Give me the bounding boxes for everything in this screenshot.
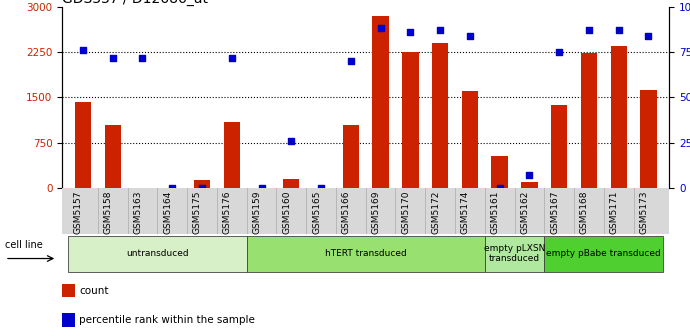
Point <box>464 33 475 38</box>
Point <box>226 55 237 60</box>
Point <box>345 58 356 64</box>
Point <box>197 185 208 191</box>
Bar <box>68 236 246 272</box>
Text: count: count <box>79 286 109 296</box>
Text: GSM5168: GSM5168 <box>580 191 589 234</box>
Bar <box>343 125 359 188</box>
Point <box>315 185 326 191</box>
Bar <box>640 90 657 188</box>
Point <box>167 185 178 191</box>
Bar <box>581 53 597 188</box>
Point <box>107 55 118 60</box>
Point <box>524 173 535 178</box>
Bar <box>373 16 388 188</box>
Text: GSM5171: GSM5171 <box>610 191 619 234</box>
Text: GSM5163: GSM5163 <box>133 191 142 234</box>
Point <box>643 33 654 38</box>
Text: percentile rank within the sample: percentile rank within the sample <box>79 316 255 326</box>
Bar <box>246 236 485 272</box>
Text: untransduced: untransduced <box>126 249 188 258</box>
Point <box>286 138 297 144</box>
Point <box>77 48 88 53</box>
Bar <box>544 236 663 272</box>
Text: GSM5173: GSM5173 <box>640 191 649 234</box>
Text: GSM5158: GSM5158 <box>104 191 112 234</box>
Bar <box>75 102 91 188</box>
Point <box>584 28 595 33</box>
Text: GSM5167: GSM5167 <box>550 191 559 234</box>
Bar <box>551 105 567 188</box>
Text: hTERT transduced: hTERT transduced <box>325 249 406 258</box>
Point <box>256 185 267 191</box>
Text: empty pLXSN
transduced: empty pLXSN transduced <box>484 244 545 263</box>
Bar <box>62 284 75 297</box>
Text: GSM5176: GSM5176 <box>223 191 232 234</box>
Point <box>494 185 505 191</box>
Bar <box>432 43 448 188</box>
Text: GDS337 / D12686_at: GDS337 / D12686_at <box>62 0 208 6</box>
Bar <box>491 156 508 188</box>
Bar <box>194 180 210 188</box>
Text: empty pBabe transduced: empty pBabe transduced <box>546 249 661 258</box>
Bar <box>462 91 478 188</box>
Text: GSM5165: GSM5165 <box>312 191 321 234</box>
Text: GSM5159: GSM5159 <box>253 191 262 234</box>
Text: GSM5166: GSM5166 <box>342 191 351 234</box>
Text: GSM5172: GSM5172 <box>431 191 440 234</box>
Point <box>137 55 148 60</box>
Text: GSM5175: GSM5175 <box>193 191 202 234</box>
Point <box>553 49 564 55</box>
Text: GSM5174: GSM5174 <box>461 191 470 234</box>
Bar <box>283 179 299 188</box>
Text: GSM5170: GSM5170 <box>402 191 411 234</box>
Text: cell line: cell line <box>5 240 43 250</box>
Text: GSM5169: GSM5169 <box>372 191 381 234</box>
Bar <box>253 187 270 188</box>
Bar <box>521 182 538 188</box>
Point <box>435 28 446 33</box>
Point <box>613 28 624 33</box>
Text: GSM5157: GSM5157 <box>74 191 83 234</box>
Text: GSM5162: GSM5162 <box>520 191 529 234</box>
Point <box>375 26 386 31</box>
Text: GSM5161: GSM5161 <box>491 191 500 234</box>
Bar <box>611 46 627 188</box>
Bar <box>104 125 121 188</box>
Text: GSM5160: GSM5160 <box>282 191 291 234</box>
Bar <box>402 52 419 188</box>
Bar <box>224 122 240 188</box>
Bar <box>485 236 544 272</box>
Bar <box>62 313 75 327</box>
Point <box>405 30 416 35</box>
Text: GSM5164: GSM5164 <box>164 191 172 234</box>
